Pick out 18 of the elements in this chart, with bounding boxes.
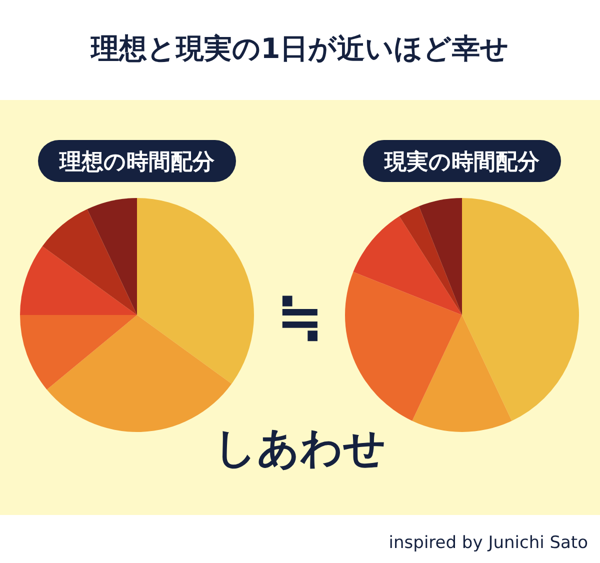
pie-slice xyxy=(20,315,137,390)
chart-title: 現実の時間配分 xyxy=(384,149,540,175)
pie-slice xyxy=(137,198,254,384)
pie-slice xyxy=(20,246,137,315)
pie-slice xyxy=(412,315,512,432)
text: ≒ xyxy=(276,285,324,350)
pie-slice xyxy=(345,272,462,421)
pie-slice xyxy=(418,198,462,315)
text: しあわせ xyxy=(214,423,386,472)
pie-slice xyxy=(87,198,137,315)
text: 理想と現実の1日が近いほど幸せ xyxy=(90,32,510,65)
pie-slice xyxy=(353,216,462,315)
pie-slice xyxy=(399,206,462,315)
pie-slice xyxy=(462,198,579,421)
pie-slice xyxy=(42,209,137,315)
text: inspired by Junichi Sato xyxy=(388,533,588,553)
chart-title: 理想の時間配分 xyxy=(58,150,216,175)
pie-slice xyxy=(46,315,232,432)
